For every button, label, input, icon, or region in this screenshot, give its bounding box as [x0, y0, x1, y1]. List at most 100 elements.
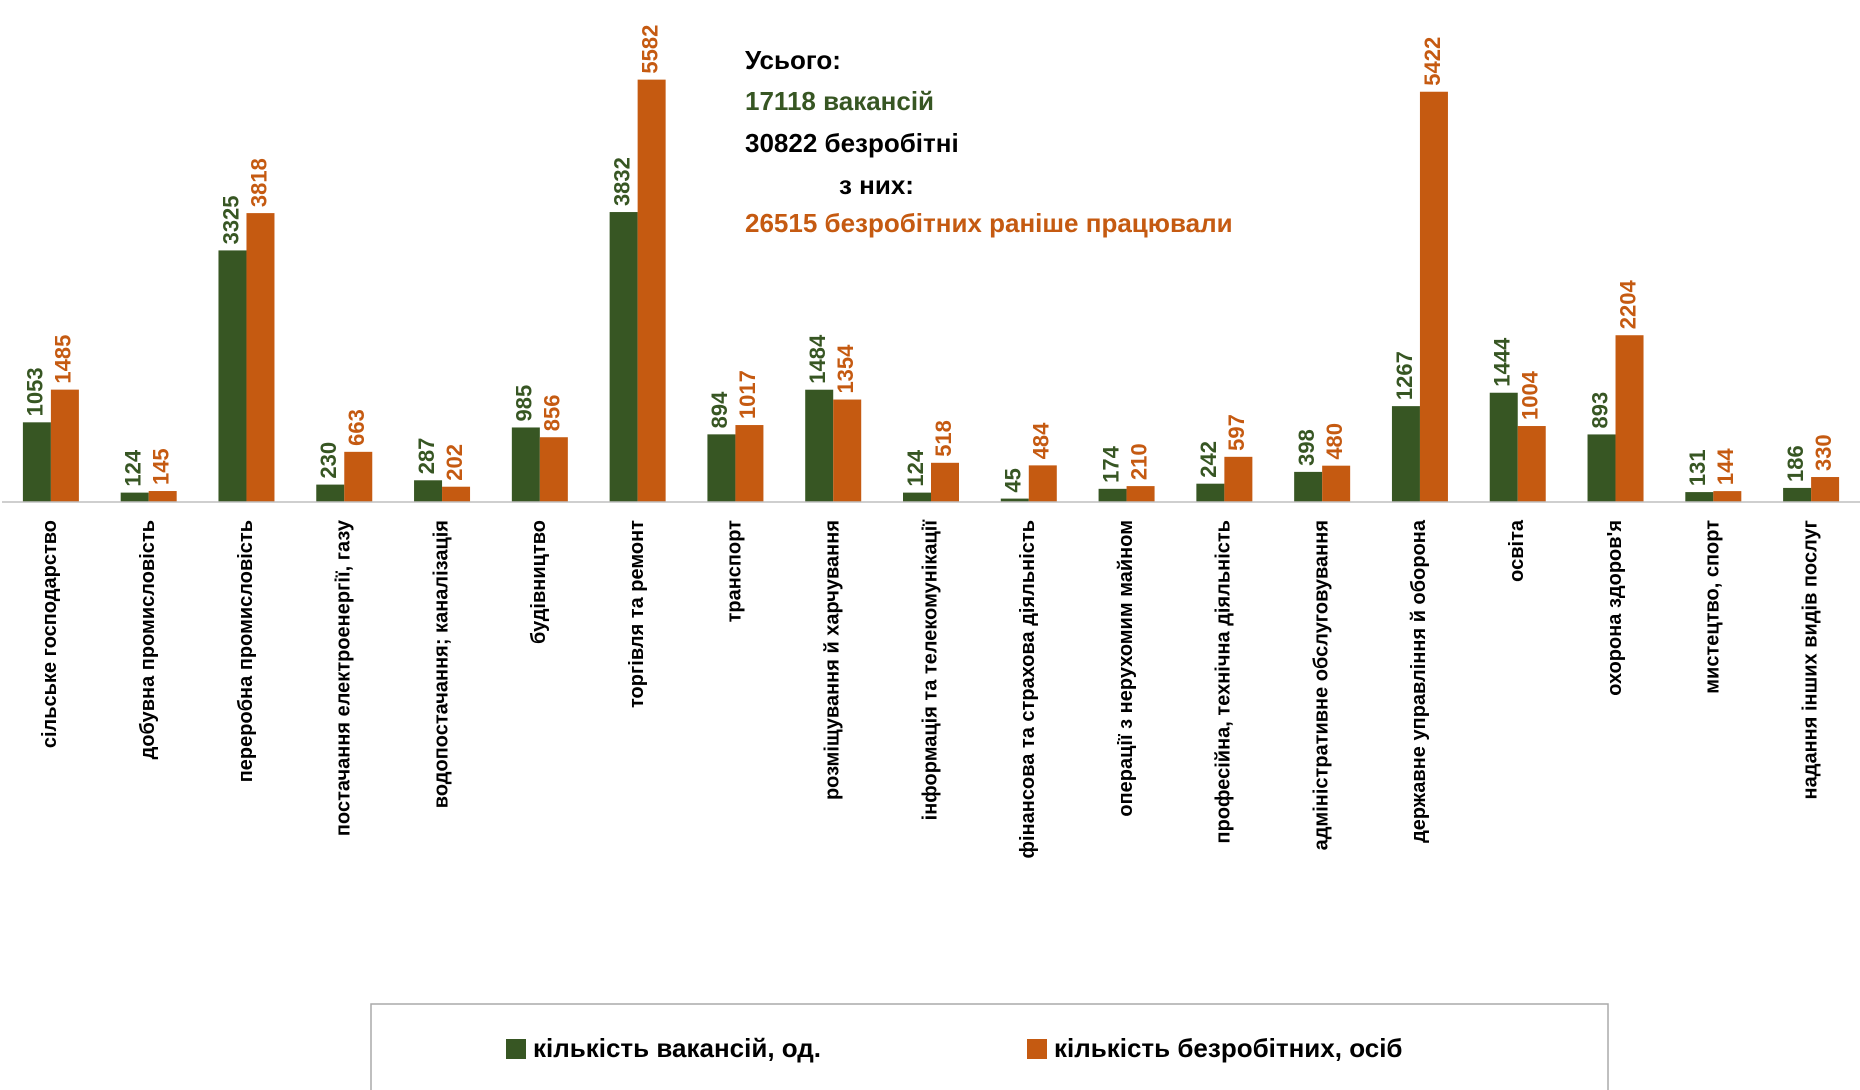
data-label: 131	[1685, 449, 1710, 486]
data-label: 894	[707, 391, 732, 428]
bar	[1196, 483, 1225, 502]
bar	[539, 437, 568, 502]
annotation: 30822 безробітні	[745, 128, 959, 158]
bar	[1322, 465, 1351, 502]
bar	[1811, 477, 1840, 502]
data-label: 45	[1001, 468, 1026, 492]
bar	[316, 484, 345, 502]
data-label: 484	[1029, 422, 1054, 459]
bar	[1587, 434, 1616, 502]
bar	[1685, 492, 1714, 502]
bar	[931, 462, 959, 502]
data-label: 5422	[1420, 37, 1445, 86]
bar	[1000, 498, 1029, 502]
data-label: 1354	[833, 344, 858, 394]
x-tick-label: інформація та телекомунікації	[919, 520, 941, 821]
x-tick-label: фінансова та страхова діяльність	[1017, 520, 1039, 858]
data-label: 144	[1713, 448, 1738, 485]
x-tick-label: будівництво	[528, 520, 550, 644]
data-label: 1485	[51, 335, 76, 384]
x-tick-label: операції з нерухомим майном	[1115, 520, 1137, 817]
bar	[735, 425, 764, 502]
data-label: 1444	[1490, 337, 1515, 387]
bar	[148, 491, 177, 502]
data-label: 3832	[609, 157, 634, 206]
bar	[833, 399, 862, 502]
data-label: 518	[931, 420, 956, 457]
data-label: 663	[344, 409, 369, 446]
data-label: 856	[540, 395, 565, 432]
bar	[637, 79, 666, 503]
data-label: 242	[1196, 441, 1221, 478]
data-label: 480	[1322, 423, 1347, 460]
data-label: 893	[1587, 392, 1612, 429]
data-label: 174	[1098, 445, 1123, 482]
x-tick-label: надання інших видів послуг	[1799, 520, 1821, 799]
bar	[1126, 486, 1155, 502]
bar	[1517, 426, 1546, 502]
bar	[22, 422, 51, 502]
x-tick-label: державне управління й оборона	[1408, 519, 1430, 843]
bar	[1713, 491, 1742, 502]
bar	[218, 250, 247, 502]
bar	[1294, 471, 1323, 502]
bar	[344, 451, 373, 502]
x-tick-label: транспорт	[724, 520, 746, 623]
bar	[1224, 456, 1253, 502]
data-label: 1053	[23, 367, 48, 416]
data-label: 5582	[637, 25, 662, 74]
legend-label: кількість вакансій, од.	[533, 1033, 821, 1063]
bar	[1098, 488, 1127, 502]
data-label: 1017	[735, 370, 760, 419]
data-label: 1484	[805, 334, 830, 384]
x-tick-label: торгівля та ремонт	[626, 520, 648, 708]
data-label: 3818	[246, 158, 271, 207]
annotation: 26515 безробітних раніше працювали	[745, 208, 1233, 238]
data-label: 145	[148, 448, 173, 485]
bar	[511, 427, 540, 502]
bar	[1489, 392, 1518, 502]
x-tick-label: освіта	[1506, 519, 1528, 582]
data-label: 597	[1224, 414, 1249, 451]
data-label: 2204	[1615, 280, 1640, 330]
annotation: Усього:	[745, 45, 841, 75]
data-label: 230	[316, 442, 341, 479]
bar	[1391, 406, 1420, 502]
bar	[442, 486, 471, 502]
x-tick-label: постачання електроенергії, газу	[333, 519, 355, 836]
bar	[50, 389, 79, 502]
bar	[1419, 91, 1448, 502]
data-label: 1004	[1518, 370, 1543, 420]
data-label: 186	[1783, 445, 1808, 482]
x-tick-label: мистецтво, спорт	[1702, 520, 1724, 694]
x-tick-label: водопостачання; каналізація	[430, 520, 452, 808]
annotation: 17118 вакансій	[745, 86, 934, 116]
data-label: 398	[1294, 429, 1319, 466]
x-tick-label: професійна, технічна діяльність	[1213, 520, 1235, 843]
bar	[246, 213, 275, 502]
bar	[805, 389, 834, 502]
bar	[414, 480, 443, 502]
data-label: 985	[512, 385, 537, 422]
annotation: з них:	[839, 170, 914, 200]
x-tick-label: сільське господарство	[39, 520, 61, 748]
bar	[1615, 335, 1644, 502]
bar	[1783, 487, 1812, 502]
data-label: 3325	[218, 195, 243, 244]
x-tick-label: розміщування й харчування	[821, 520, 843, 800]
x-tick-label: добувна промисловість	[137, 520, 159, 759]
x-tick-label: адміністративне обслуговування	[1310, 520, 1332, 850]
legend-swatch	[506, 1039, 526, 1059]
data-label: 124	[120, 449, 145, 486]
x-tick-label: охорона здоров'я	[1604, 520, 1626, 696]
data-label: 202	[442, 444, 467, 481]
data-label: 1267	[1392, 351, 1417, 400]
legend-box	[370, 1003, 1609, 1090]
legend-label: кількість безробітних, осіб	[1054, 1033, 1402, 1063]
data-label: 124	[903, 449, 928, 486]
legend-swatch	[1027, 1039, 1047, 1059]
bar	[903, 492, 931, 502]
bar	[609, 212, 638, 502]
data-label: 330	[1811, 434, 1836, 471]
